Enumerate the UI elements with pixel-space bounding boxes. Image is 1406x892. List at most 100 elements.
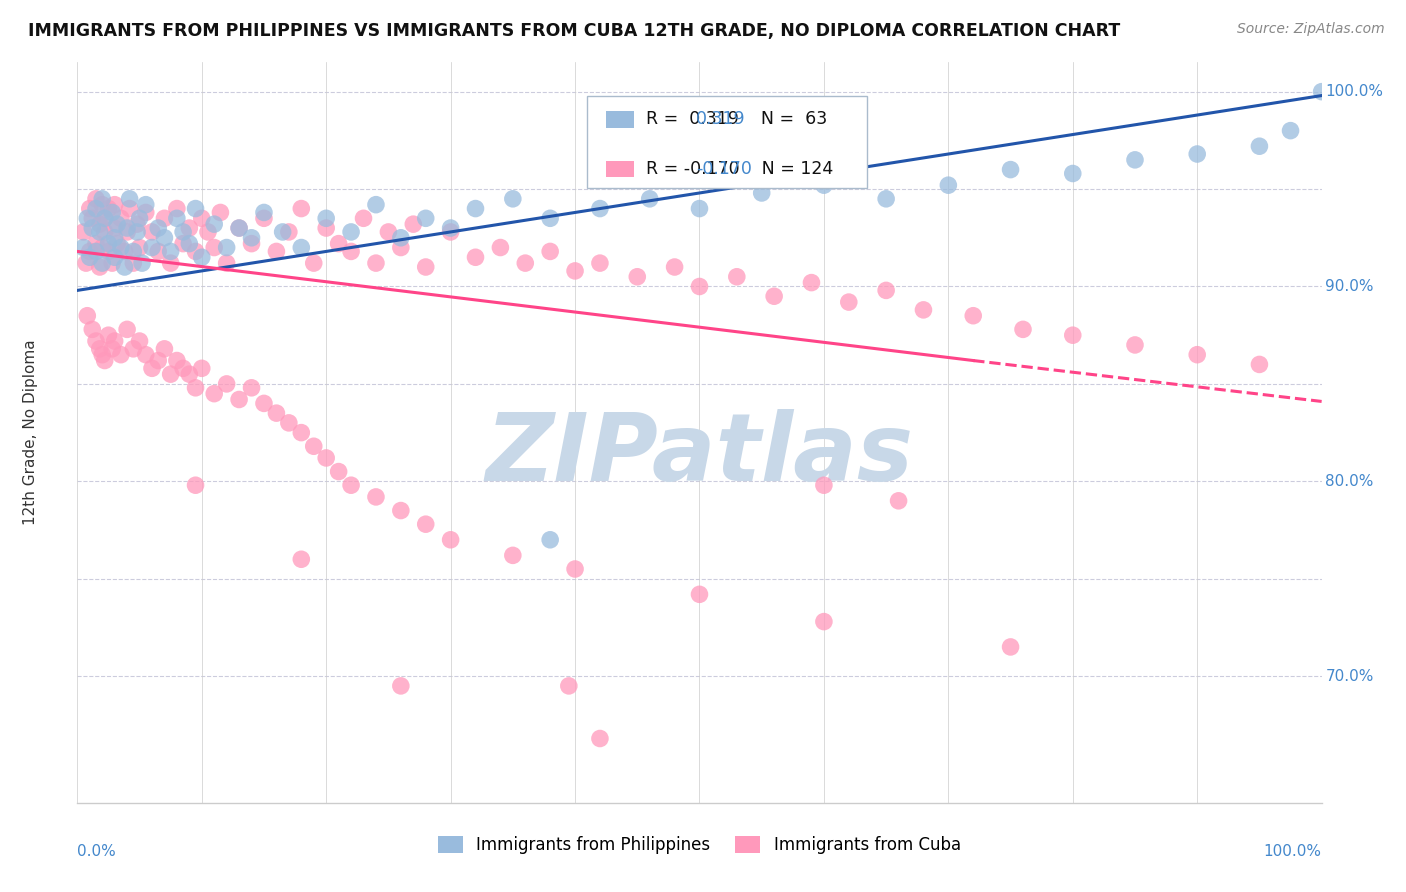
Point	[184, 478, 207, 492]
Point	[82, 221, 104, 235]
Point	[159, 244, 181, 259]
Point	[328, 236, 350, 251]
Point	[159, 256, 181, 270]
Point	[538, 533, 561, 547]
Point	[253, 396, 276, 410]
Point	[179, 367, 201, 381]
Point	[887, 493, 910, 508]
Point	[253, 211, 276, 226]
Point	[800, 276, 823, 290]
Point	[101, 256, 124, 270]
Point	[115, 221, 138, 235]
Point	[725, 269, 748, 284]
Point	[197, 225, 219, 239]
Point	[105, 236, 128, 251]
Point	[202, 386, 225, 401]
Point	[172, 236, 194, 251]
Point	[84, 236, 107, 251]
Point	[191, 361, 214, 376]
Point	[159, 367, 181, 381]
Point	[141, 225, 163, 239]
Point	[89, 342, 111, 356]
Point	[415, 260, 437, 274]
Point	[110, 211, 132, 226]
Text: 100.0%: 100.0%	[1326, 84, 1384, 99]
Point	[389, 503, 412, 517]
Point	[135, 348, 157, 362]
Point	[1249, 139, 1271, 153]
Point	[184, 244, 207, 259]
Point	[464, 202, 486, 216]
Point	[290, 240, 312, 254]
Point	[589, 202, 612, 216]
Point	[101, 205, 124, 219]
Point	[191, 211, 214, 226]
Point	[110, 240, 132, 254]
Point	[1185, 348, 1208, 362]
Point	[302, 256, 325, 270]
Point	[131, 256, 153, 270]
Point	[91, 197, 114, 211]
Point	[439, 221, 461, 235]
Text: 90.0%: 90.0%	[1326, 279, 1374, 294]
Point	[82, 211, 104, 226]
Point	[389, 240, 412, 254]
Point	[589, 731, 612, 746]
Point	[315, 211, 337, 226]
Point	[179, 236, 201, 251]
Point	[228, 221, 250, 235]
Point	[179, 221, 201, 235]
Point	[153, 231, 176, 245]
Point	[84, 202, 107, 216]
Point	[415, 517, 437, 532]
Point	[191, 250, 214, 264]
Point	[141, 240, 163, 254]
Point	[664, 260, 686, 274]
Point	[172, 361, 194, 376]
Point	[114, 260, 136, 274]
Point	[128, 240, 150, 254]
Point	[439, 225, 461, 239]
Point	[364, 256, 387, 270]
Point	[589, 256, 612, 270]
Point	[813, 615, 835, 629]
Point	[502, 192, 524, 206]
Point	[340, 225, 363, 239]
Point	[564, 562, 586, 576]
Point	[153, 211, 176, 226]
Text: 70.0%: 70.0%	[1326, 669, 1374, 683]
Point	[538, 211, 561, 226]
Point	[84, 334, 107, 348]
Point	[122, 256, 145, 270]
Point	[93, 353, 115, 368]
Point	[228, 221, 250, 235]
Point	[72, 240, 94, 254]
Point	[104, 197, 127, 211]
Point	[689, 279, 711, 293]
Point	[105, 217, 128, 231]
Point	[166, 211, 188, 226]
Point	[277, 225, 299, 239]
Point	[104, 250, 127, 264]
Point	[1062, 166, 1084, 180]
Point	[76, 211, 98, 226]
Point	[128, 334, 150, 348]
Point	[240, 236, 263, 251]
Point	[228, 392, 250, 407]
Point	[79, 244, 101, 259]
Point	[415, 211, 437, 226]
Point	[84, 192, 107, 206]
Point	[84, 244, 107, 259]
FancyBboxPatch shape	[606, 112, 634, 128]
Point	[202, 217, 225, 231]
Point	[1123, 338, 1146, 352]
Point	[93, 211, 115, 226]
FancyBboxPatch shape	[606, 161, 634, 178]
Point	[125, 217, 148, 231]
Text: IMMIGRANTS FROM PHILIPPINES VS IMMIGRANTS FROM CUBA 12TH GRADE, NO DIPLOMA CORRE: IMMIGRANTS FROM PHILIPPINES VS IMMIGRANT…	[28, 22, 1121, 40]
Point	[79, 250, 101, 264]
Point	[340, 478, 363, 492]
Point	[1279, 123, 1302, 137]
Point	[439, 533, 461, 547]
Point	[93, 225, 115, 239]
